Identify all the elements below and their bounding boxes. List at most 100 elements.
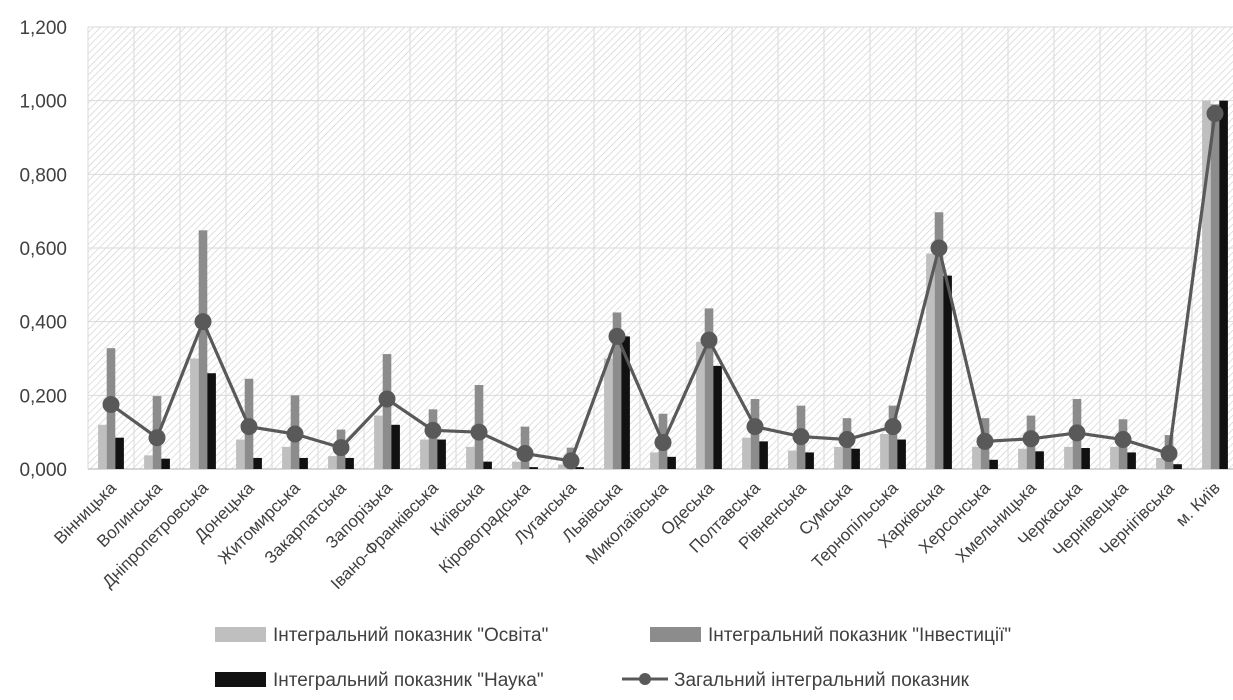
- bar-3: [299, 457, 308, 469]
- bar-1: [1064, 446, 1073, 469]
- legend: Інтегральний показник "Освіта" Інтегральн…: [215, 625, 1011, 691]
- bar-1: [236, 439, 245, 469]
- bar-1: [834, 446, 843, 469]
- bar-2: [888, 405, 898, 469]
- y-tick-label: 0,000: [19, 460, 67, 481]
- total-line-marker: [194, 313, 212, 331]
- total-line-marker: [332, 439, 350, 457]
- total-line-marker: [700, 331, 718, 349]
- bar-1: [1202, 100, 1211, 470]
- total-line-marker: [148, 429, 166, 447]
- bar-3: [989, 459, 998, 469]
- bar-3: [667, 456, 676, 469]
- bar-3: [161, 458, 170, 469]
- total-line-marker: [424, 421, 442, 439]
- bar-1: [926, 253, 935, 469]
- bar-3: [713, 365, 722, 469]
- total-line-marker: [976, 432, 994, 450]
- total-line-marker: [1114, 431, 1132, 449]
- bar-3: [1035, 451, 1044, 469]
- x-axis: ВінницькаВолинськаДніпропетровськаДонець…: [50, 478, 1223, 593]
- bar-3: [759, 441, 768, 469]
- bar-3: [529, 467, 538, 469]
- total-line-marker: [654, 433, 672, 451]
- total-line-marker: [286, 425, 304, 443]
- bar-2: [612, 312, 622, 469]
- bar-2: [198, 230, 208, 469]
- total-line-marker: [1160, 445, 1178, 463]
- total-line-marker: [884, 418, 902, 436]
- bar-1: [420, 439, 429, 469]
- bar-3: [851, 448, 860, 469]
- bar-1: [512, 461, 521, 469]
- total-line-marker: [746, 418, 764, 436]
- y-tick-label: 0,200: [19, 386, 67, 407]
- legend-item: Загальний інтегральний показник: [622, 670, 970, 691]
- bar-3: [391, 424, 400, 469]
- total-line-marker: [516, 445, 534, 463]
- bar-3: [1219, 100, 1228, 470]
- legend-item: Інтегральний показник "Наука": [215, 670, 544, 691]
- bar-3: [1081, 448, 1090, 469]
- bar-3: [207, 373, 216, 469]
- y-tick-label: 0,600: [19, 239, 67, 260]
- total-line-marker: [792, 428, 810, 446]
- bar-3: [897, 439, 906, 469]
- bar-1: [328, 456, 337, 469]
- bar-1: [466, 446, 475, 469]
- bar-1: [190, 358, 199, 469]
- bar-1: [144, 455, 153, 469]
- bar-2: [704, 308, 714, 469]
- bar-1: [1156, 457, 1165, 469]
- bar-3: [483, 461, 492, 469]
- legend-label: Загальний інтегральний показник: [674, 670, 970, 691]
- legend-item: Інтегральний показник "Освіта": [215, 625, 548, 646]
- total-line-marker: [240, 418, 258, 436]
- bar-1: [696, 341, 705, 469]
- bar-1: [650, 452, 659, 469]
- legend-label: Інтегральний показник "Освіта": [273, 625, 548, 646]
- bar-3: [115, 437, 124, 469]
- bar-3: [345, 457, 354, 469]
- bar-1: [880, 434, 889, 469]
- y-tick-label: 0,400: [19, 313, 67, 334]
- bar-2: [428, 409, 438, 469]
- legend-marker-swatch: [639, 673, 651, 685]
- bar-1: [1018, 448, 1027, 469]
- bar-1: [374, 415, 383, 469]
- legend-item: Інтегральний показник "Інвестиції": [650, 625, 1011, 646]
- bar-1: [282, 446, 291, 469]
- legend-swatch: [215, 672, 266, 687]
- bar-1: [98, 424, 107, 469]
- legend-swatch: [215, 627, 266, 642]
- bar-2: [934, 212, 944, 469]
- bar-3: [1173, 464, 1182, 469]
- bar-3: [437, 439, 446, 469]
- bar-3: [621, 336, 630, 469]
- total-line-marker: [562, 452, 580, 470]
- bar-2: [382, 354, 392, 469]
- bar-1: [1110, 446, 1119, 469]
- total-line-marker: [1068, 424, 1086, 442]
- bar-1: [604, 358, 613, 469]
- legend-label: Інтегральний показник "Інвестиції": [708, 625, 1011, 646]
- y-tick-label: 0,800: [19, 165, 67, 186]
- bar-1: [788, 450, 797, 469]
- legend-swatch: [650, 627, 701, 642]
- total-line-marker: [378, 390, 396, 408]
- bar-3: [1127, 452, 1136, 469]
- bar-3: [943, 275, 952, 469]
- total-line-marker: [470, 423, 488, 441]
- total-line-marker: [838, 431, 856, 449]
- total-line-marker: [1022, 430, 1040, 448]
- bar-1: [558, 464, 567, 469]
- y-tick-label: 1,200: [19, 18, 67, 39]
- bar-1: [972, 446, 981, 469]
- total-line-marker: [102, 396, 120, 414]
- y-tick-label: 1,000: [19, 92, 67, 113]
- total-line-marker: [930, 239, 948, 257]
- bar-1: [742, 437, 751, 469]
- bar-3: [575, 467, 584, 469]
- x-tick-label: м. Київ: [1172, 478, 1224, 530]
